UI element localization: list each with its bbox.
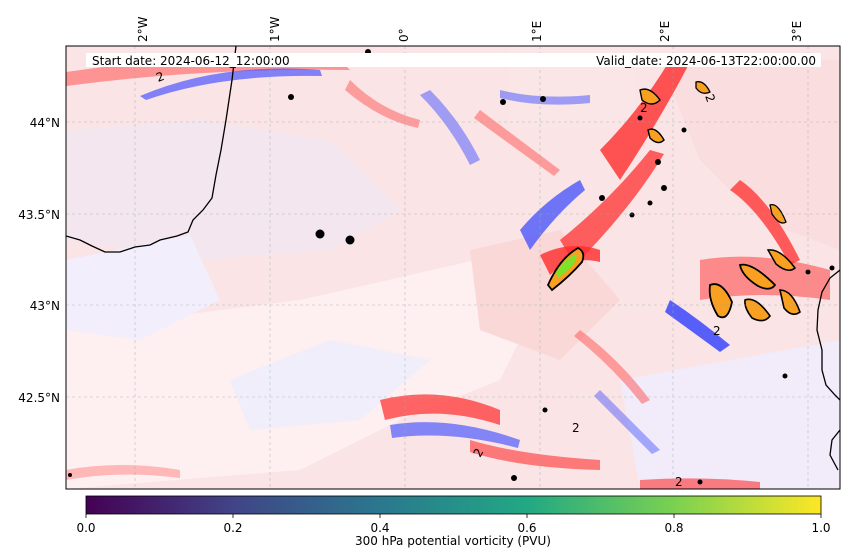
start-date-label: Start date: 2024-06-12_12:00:00 xyxy=(92,54,290,68)
date-banner xyxy=(86,53,821,67)
contour-label: 2 xyxy=(702,92,718,104)
mediterranean-coastline-south xyxy=(829,429,840,471)
pv-anomaly-north-4 xyxy=(769,203,787,224)
pv-anomaly-east-3 xyxy=(744,298,771,322)
contour-label: 2 xyxy=(640,101,648,115)
gridlines xyxy=(66,46,840,489)
lon-tick-label: 3°E xyxy=(790,21,804,42)
lon-tick-label: 2°E xyxy=(658,21,672,42)
station-marker xyxy=(345,235,355,245)
plot-frame xyxy=(65,45,841,490)
map-plot-area: 2 2 2 2 2 2 2 xyxy=(66,46,840,489)
colorbar: 0.0 0.2 0.4 0.6 0.8 1.0 300 hPa potentia… xyxy=(76,495,831,548)
lon-tick-label: 1°W xyxy=(268,16,282,42)
latitude-ticks: 44°N 43.5°N 43°N 42.5°N xyxy=(18,116,60,405)
colorbar-tick: 1.0 xyxy=(811,521,830,535)
colorbar-tick: 0.2 xyxy=(223,521,242,535)
atlantic-coastline xyxy=(66,46,237,253)
coastlines xyxy=(66,46,840,471)
contour-label: 2 xyxy=(675,475,683,489)
colorbar-gradient xyxy=(85,495,822,515)
station-marker xyxy=(315,229,325,239)
longitude-ticks: 2°W 1°W 0° 1°E 2°E 3°E xyxy=(136,16,804,42)
pv-anomaly-east-4 xyxy=(779,289,801,316)
valid-date-label: Valid_date: 2024-06-13T22:00:00.00 xyxy=(596,54,816,68)
lat-tick-label: 43°N xyxy=(30,299,60,313)
pv-anomaly-east-1 xyxy=(708,283,733,319)
lon-tick-label: 2°W xyxy=(136,16,150,42)
lon-tick-label: 0° xyxy=(397,28,411,42)
colorbar-tick: 0.6 xyxy=(517,521,536,535)
colorbar-label: 300 hPa potential vorticity (PVU) xyxy=(355,534,551,548)
mediterranean-coastline xyxy=(816,269,840,401)
vorticity-streaks xyxy=(66,57,830,489)
pv-anomaly-east-5 xyxy=(766,249,797,271)
lat-tick-label: 42.5°N xyxy=(18,391,60,405)
contour-label: 2 xyxy=(154,69,166,85)
lat-tick-label: 43.5°N xyxy=(18,208,60,222)
pv-anomaly-north-1 xyxy=(639,88,661,105)
colorbar-tick: 0.8 xyxy=(664,521,683,535)
lat-tick-label: 44°N xyxy=(30,116,60,130)
contour-label: 2 xyxy=(572,421,580,435)
contour-label: 2 xyxy=(713,324,721,338)
pv-anomaly-north-2 xyxy=(647,128,665,144)
lon-tick-label: 1°E xyxy=(530,21,544,42)
pv-anomaly-core xyxy=(556,254,577,278)
pv-anomaly-north-3 xyxy=(695,81,711,94)
station-markers xyxy=(315,229,355,245)
colorbar-tick: 0.4 xyxy=(370,521,389,535)
pv-contour-features xyxy=(546,81,801,322)
pv-anomaly-east-2 xyxy=(738,263,777,290)
colorbar-tick: 0.0 xyxy=(76,521,95,535)
